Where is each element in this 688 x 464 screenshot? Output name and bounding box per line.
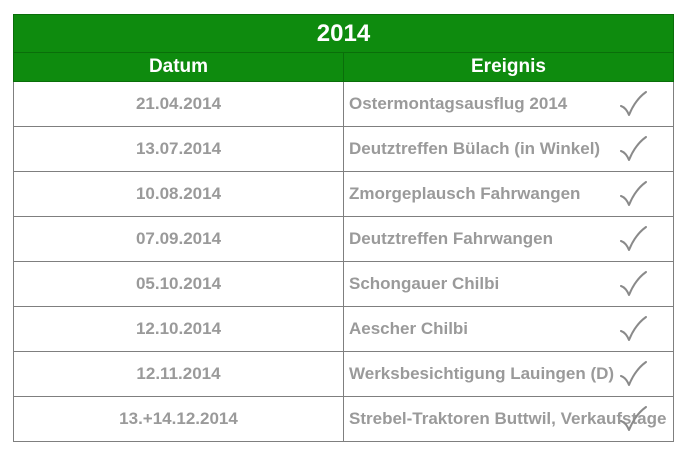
checkmark-icon bbox=[618, 315, 648, 343]
event-cell: Strebel-Traktoren Buttwil, Verkaufstage bbox=[343, 396, 674, 442]
event-cell: Werksbesichtigung Lauingen (D) bbox=[343, 351, 674, 397]
event-date: 21.04.2014 bbox=[13, 81, 344, 127]
event-name: Werksbesichtigung Lauingen (D) bbox=[349, 364, 615, 383]
event-name: Ostermontagsausflug 2014 bbox=[349, 94, 568, 113]
year-header-row: 2014 bbox=[13, 14, 674, 53]
date-column-header: Datum bbox=[13, 52, 344, 82]
event-cell: Deutztreffen Bülach (in Winkel) bbox=[343, 126, 674, 172]
event-cell: Aescher Chilbi bbox=[343, 306, 674, 352]
table-row: 05.10.2014 Schongauer Chilbi bbox=[13, 261, 674, 307]
event-name: Deutztreffen Fahrwangen bbox=[349, 229, 554, 248]
event-date: 10.08.2014 bbox=[13, 171, 344, 217]
event-cell: Schongauer Chilbi bbox=[343, 261, 674, 307]
event-date: 13.+14.12.2014 bbox=[13, 396, 344, 442]
checkmark-icon bbox=[618, 405, 648, 433]
events-table: 2014 Datum Ereignis 21.04.2014 Ostermonta… bbox=[13, 14, 674, 442]
event-rows: 21.04.2014 Ostermontagsausflug 2014 13.07.… bbox=[13, 81, 674, 442]
table-row: 10.08.2014 Zmorgeplausch Fahrwangen bbox=[13, 171, 674, 217]
table-row: 12.10.2014 Aescher Chilbi bbox=[13, 306, 674, 352]
event-name: Schongauer Chilbi bbox=[349, 274, 500, 293]
event-date: 12.11.2014 bbox=[13, 351, 344, 397]
event-cell: Ostermontagsausflug 2014 bbox=[343, 81, 674, 127]
event-cell: Zmorgeplausch Fahrwangen bbox=[343, 171, 674, 217]
event-name: Zmorgeplausch Fahrwangen bbox=[349, 184, 581, 203]
table-row: 07.09.2014 Deutztreffen Fahrwangen bbox=[13, 216, 674, 262]
event-date: 13.07.2014 bbox=[13, 126, 344, 172]
event-date: 07.09.2014 bbox=[13, 216, 344, 262]
table-row: 12.11.2014 Werksbesichtigung Lauingen (D) bbox=[13, 351, 674, 397]
checkmark-icon bbox=[618, 135, 648, 163]
checkmark-icon bbox=[618, 270, 648, 298]
checkmark-icon bbox=[618, 180, 648, 208]
event-column-header: Ereignis bbox=[343, 52, 674, 82]
event-name: Strebel-Traktoren Buttwil, Verkaufstage bbox=[349, 409, 667, 428]
checkmark-icon bbox=[618, 225, 648, 253]
event-date: 12.10.2014 bbox=[13, 306, 344, 352]
event-name: Aescher Chilbi bbox=[349, 319, 469, 338]
table-row: 21.04.2014 Ostermontagsausflug 2014 bbox=[13, 81, 674, 127]
event-date: 05.10.2014 bbox=[13, 261, 344, 307]
event-cell: Deutztreffen Fahrwangen bbox=[343, 216, 674, 262]
checkmark-icon bbox=[618, 90, 648, 118]
column-header-row: Datum Ereignis bbox=[13, 52, 674, 82]
event-name: Deutztreffen Bülach (in Winkel) bbox=[349, 139, 601, 158]
checkmark-icon bbox=[618, 360, 648, 388]
table-row: 13.07.2014 Deutztreffen Bülach (in Winkel… bbox=[13, 126, 674, 172]
year-title: 2014 bbox=[13, 14, 674, 53]
table-row: 13.+14.12.2014 Strebel-Traktoren Buttwil,… bbox=[13, 396, 674, 442]
